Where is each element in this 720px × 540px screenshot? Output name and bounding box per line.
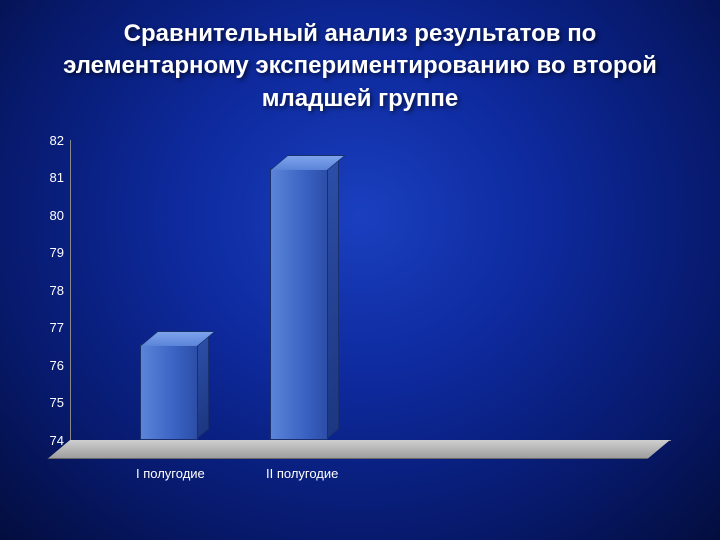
ytick: 75	[40, 395, 64, 410]
ytick: 81	[40, 170, 64, 185]
page-title: Сравнительный анализ результатов по элем…	[0, 0, 720, 125]
bar-front	[140, 344, 198, 440]
x-axis-label: II полугодие	[266, 466, 338, 481]
ytick: 77	[40, 320, 64, 335]
bar-chart: 82 81 80 79 78 77 76 75 74 I полугодие I…	[70, 140, 670, 500]
bar-front	[270, 168, 328, 440]
ytick: 82	[40, 133, 64, 148]
ytick: 79	[40, 245, 64, 260]
ytick: 76	[40, 358, 64, 373]
bar	[140, 346, 196, 440]
ytick: 74	[40, 433, 64, 448]
bar	[270, 170, 326, 440]
chart-floor	[47, 440, 670, 459]
x-axis-label: I полугодие	[136, 466, 205, 481]
ytick: 80	[40, 208, 64, 223]
ytick: 78	[40, 283, 64, 298]
